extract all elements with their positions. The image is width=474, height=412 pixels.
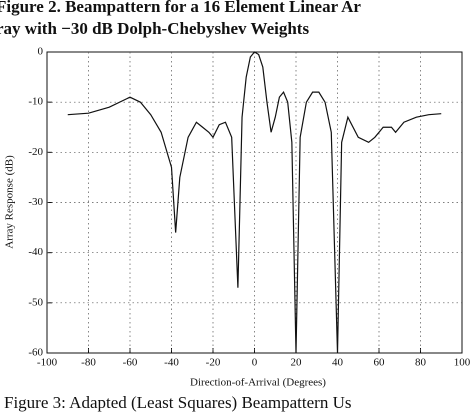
x-tick-label: 100 <box>454 357 471 369</box>
x-tick-label: 20 <box>291 357 303 369</box>
x-tick-label: -60 <box>123 357 138 369</box>
x-tick-label: 40 <box>332 357 344 369</box>
y-tick-label: -50 <box>28 296 43 308</box>
data-line <box>67 51 442 354</box>
x-tick-label: 0 <box>252 357 258 369</box>
y-tick-label: -60 <box>28 347 43 359</box>
x-tick-label: 80 <box>415 357 427 369</box>
x-tick-label: -40 <box>164 357 179 369</box>
y-tick-label: -20 <box>28 146 43 158</box>
chart-subtitle: ray with −30 dB Dolph-Chebyshev Weights <box>0 19 309 38</box>
y-tick-label: -40 <box>28 246 43 258</box>
y-tick-label: -10 <box>28 96 43 108</box>
y-tick-label: -30 <box>28 196 43 208</box>
y-tick-label: 0 <box>38 46 44 58</box>
x-tick-label: -100 <box>37 357 58 369</box>
caption: Figure 3: Adapted (Least Squares) Beampa… <box>4 393 351 412</box>
chart-title: Figure 2. Beampattern for a 16 Element L… <box>0 0 361 16</box>
x-tick-label: 60 <box>374 357 386 369</box>
x-tick-label: -20 <box>206 357 221 369</box>
x-axis-label: Direction-of-Arrival (Degrees) <box>190 377 326 389</box>
y-axis-label: Array Response (dB) <box>4 155 16 249</box>
x-tick-label: -80 <box>81 357 96 369</box>
